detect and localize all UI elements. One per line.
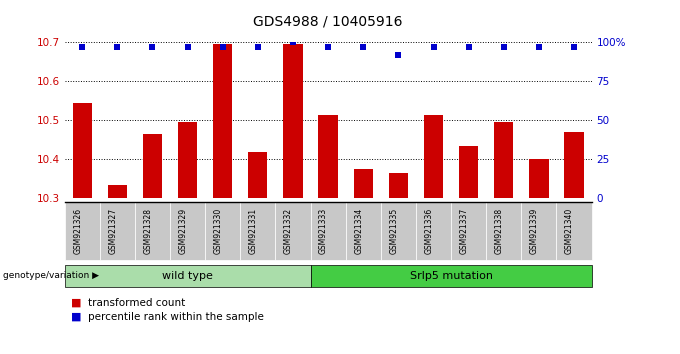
Bar [107,184,127,198]
Text: GSM921327: GSM921327 [108,208,117,254]
Text: GSM921329: GSM921329 [179,208,188,254]
Point [498,44,509,50]
Bar [284,44,303,198]
Point [428,44,439,50]
Point [463,44,474,50]
Text: GSM921336: GSM921336 [424,208,434,254]
Text: transformed count: transformed count [88,298,186,308]
Point [217,44,228,50]
Text: GSM921326: GSM921326 [73,208,82,254]
Text: percentile rank within the sample: percentile rank within the sample [88,312,265,322]
Bar [73,103,92,198]
Point [393,52,404,58]
Text: GSM921334: GSM921334 [354,208,363,254]
Bar [494,122,513,198]
Point [288,40,299,45]
Text: GSM921335: GSM921335 [390,208,398,254]
Bar [564,132,583,198]
Bar [213,44,233,198]
Bar [248,152,267,198]
Text: wild type: wild type [162,271,213,281]
Point [77,44,88,50]
Text: genotype/variation ▶: genotype/variation ▶ [3,271,99,280]
Text: GSM921338: GSM921338 [495,208,504,254]
Bar [354,169,373,198]
Text: ■: ■ [71,298,82,308]
Text: GSM921333: GSM921333 [319,208,328,254]
Point [182,44,193,50]
Point [112,44,122,50]
Bar [459,145,478,198]
Bar [389,173,408,198]
Text: GSM921328: GSM921328 [143,208,152,254]
Text: GSM921331: GSM921331 [249,208,258,254]
Bar [143,134,162,198]
Point [323,44,334,50]
Point [568,44,579,50]
Text: GSM921339: GSM921339 [530,208,539,254]
Text: GSM921337: GSM921337 [460,208,469,254]
Bar [178,122,197,198]
Bar [318,114,338,198]
Point [252,44,263,50]
Point [147,44,158,50]
Point [358,44,369,50]
Text: Srlp5 mutation: Srlp5 mutation [409,271,492,281]
Text: GDS4988 / 10405916: GDS4988 / 10405916 [254,14,403,28]
Text: GSM921330: GSM921330 [214,208,222,254]
Bar [529,159,549,198]
Text: ■: ■ [71,312,82,322]
Text: GSM921340: GSM921340 [565,208,574,254]
Bar [424,114,443,198]
Text: GSM921332: GSM921332 [284,208,293,254]
Point [533,44,544,50]
